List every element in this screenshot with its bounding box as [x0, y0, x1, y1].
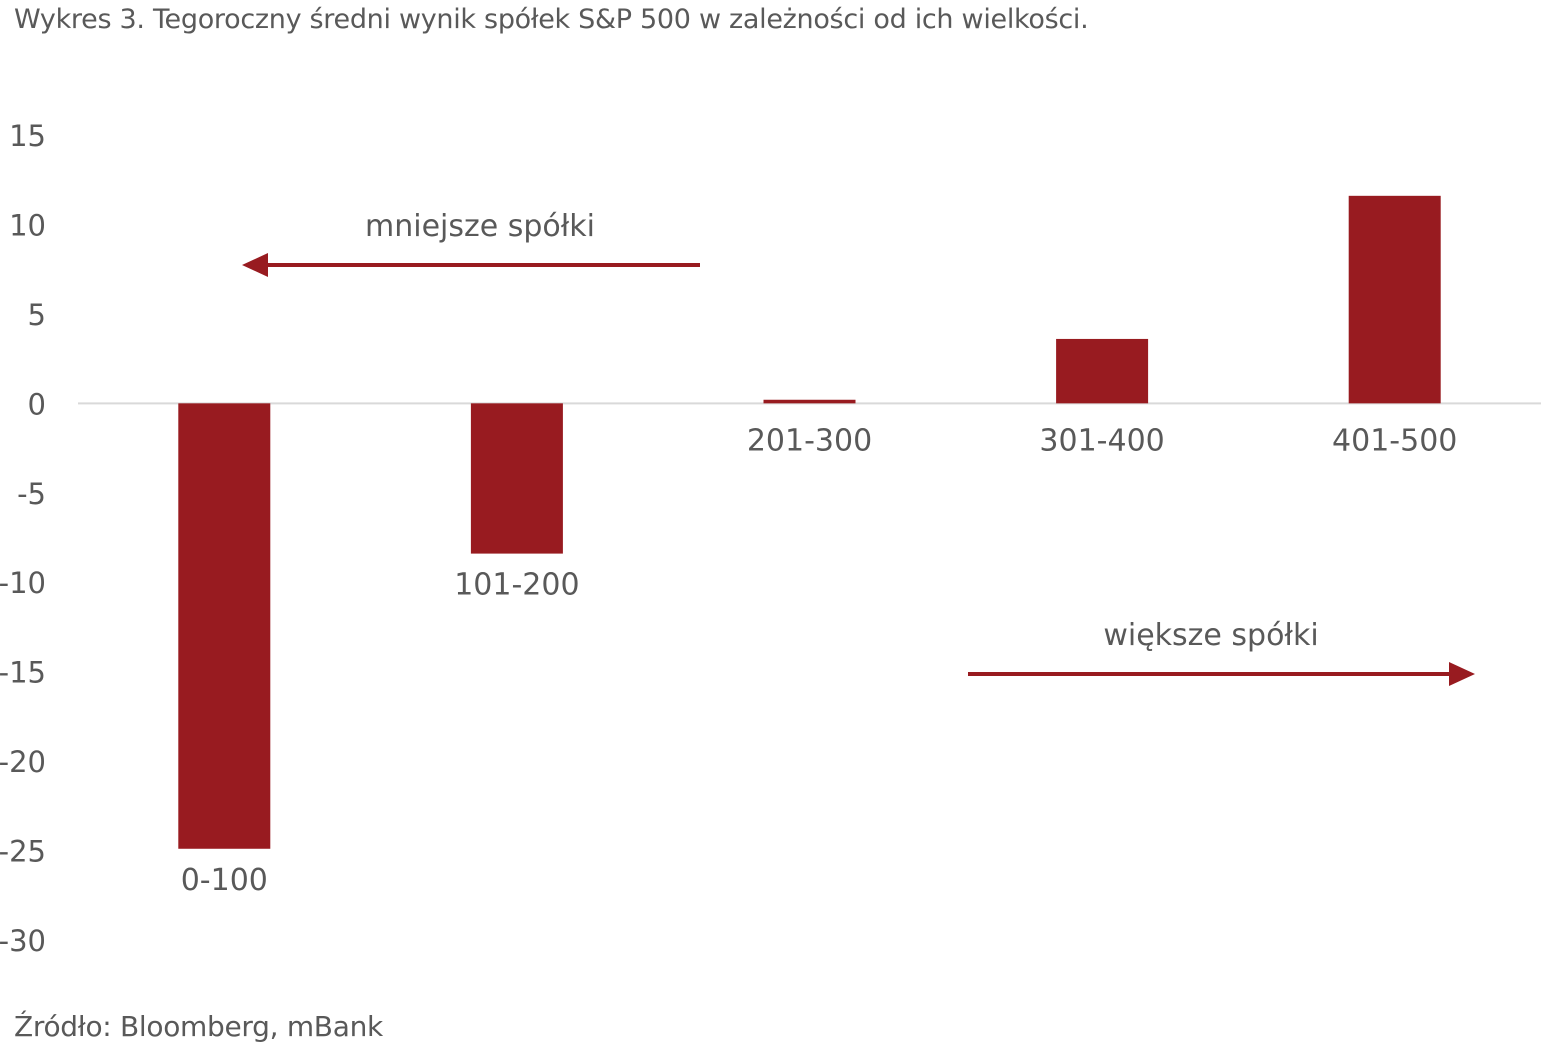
bar-301-400: [1056, 338, 1149, 404]
y-tick-label: -25: [0, 835, 46, 869]
y-tick-label: -20: [0, 745, 46, 779]
bar-series: [178, 195, 1441, 849]
x-tick-label: 201-300: [747, 423, 872, 458]
larger-companies-label: większe spółki: [1103, 618, 1318, 653]
bar-101-200: [470, 403, 563, 554]
x-tick-label: 101-200: [454, 568, 579, 603]
y-tick-label: -15: [0, 656, 46, 690]
x-tick-label: 301-400: [1039, 423, 1164, 458]
y-tick-label: 10: [9, 208, 46, 242]
y-tick-label: 15: [9, 119, 46, 153]
x-tick-label: 0-100: [181, 863, 268, 898]
y-tick-label: -5: [17, 477, 46, 511]
smaller-companies-annotation: mniejsze spółki: [242, 209, 700, 277]
y-tick-label: -10: [0, 566, 46, 600]
y-tick-label: 5: [28, 298, 46, 332]
bar-401-500: [1348, 195, 1441, 404]
chart-title: Wykres 3. Tegoroczny średni wynik spółek…: [14, 4, 1089, 35]
bar-0-100: [178, 403, 271, 849]
x-axis-labels: 0-100 101-200 201-300 301-400 401-500: [181, 423, 1458, 897]
right-arrow-head: [1449, 662, 1475, 686]
larger-companies-annotation: większe spółki: [968, 618, 1475, 686]
smaller-companies-label: mniejsze spółki: [365, 209, 595, 244]
bar-201-300: [763, 399, 856, 404]
y-tick-label: -30: [0, 924, 46, 958]
y-tick-label: 0: [28, 387, 46, 421]
x-tick-label: 401-500: [1332, 423, 1457, 458]
source-note: Źródło: Bloomberg, mBank: [14, 1010, 383, 1043]
y-axis-ticks: 15 10 5 0 -5 -10 -15 -20 -25 -30: [0, 119, 46, 958]
left-arrow-head: [242, 253, 268, 277]
